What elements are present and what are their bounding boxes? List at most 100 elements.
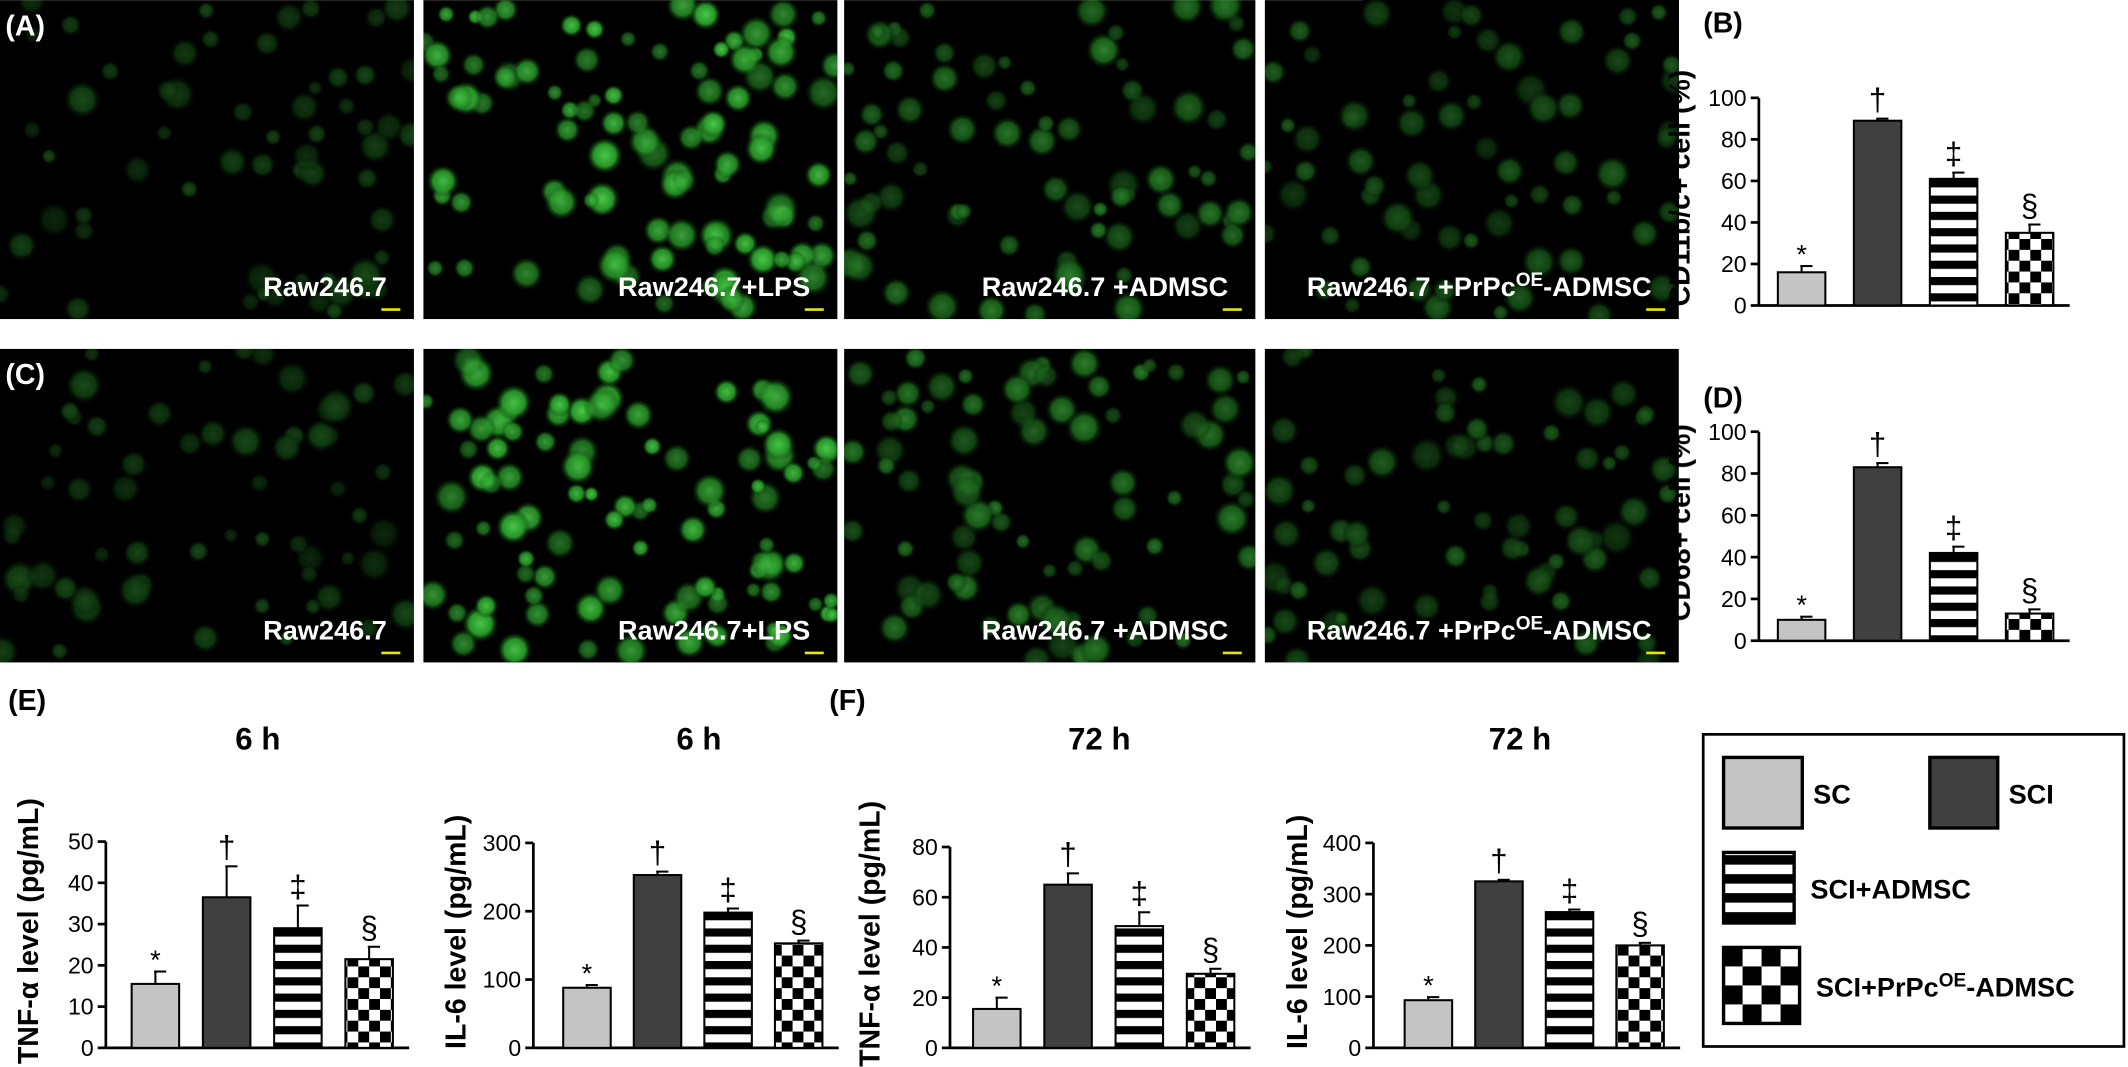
cell xyxy=(582,485,600,503)
cell xyxy=(917,0,937,21)
cell xyxy=(607,348,637,376)
cell xyxy=(1264,624,1279,646)
cell xyxy=(200,28,221,50)
cell xyxy=(231,348,257,362)
image-label-part: Raw246.7 +PrPc xyxy=(1307,614,1516,645)
cell xyxy=(64,475,94,504)
cell xyxy=(1268,414,1300,447)
bar xyxy=(1114,925,1165,1049)
cell xyxy=(703,622,731,650)
bar xyxy=(1928,551,1979,642)
cell xyxy=(433,478,471,516)
cell xyxy=(109,472,142,505)
cell xyxy=(82,348,101,363)
cell xyxy=(1281,645,1313,663)
significance-mark: § xyxy=(2021,188,2038,223)
image-label: Raw246.7 xyxy=(263,271,387,302)
cell xyxy=(1312,276,1338,303)
cell xyxy=(1264,157,1274,176)
cell xyxy=(712,149,743,180)
cell xyxy=(1572,444,1602,473)
cell xyxy=(119,449,148,479)
cell xyxy=(1292,158,1319,184)
image-label: Raw246.7 +PrPcOE-ADMSC xyxy=(1307,270,1652,303)
cell xyxy=(1549,589,1573,613)
bar xyxy=(273,927,323,1049)
cells xyxy=(0,348,414,663)
y-tick-label: 300 xyxy=(483,830,521,856)
cell xyxy=(10,584,32,605)
y-tick-label: 20 xyxy=(68,952,94,978)
significance-mark: * xyxy=(582,957,593,988)
bar xyxy=(201,896,252,1049)
bar xyxy=(1615,944,1665,1049)
cell xyxy=(1041,562,1058,579)
bar xyxy=(1928,177,1979,307)
micrograph xyxy=(0,0,414,320)
cell xyxy=(824,606,838,624)
image-label-part: -ADMSC xyxy=(1543,614,1652,645)
cell xyxy=(1563,523,1599,559)
cell xyxy=(1550,383,1588,421)
cell xyxy=(1065,558,1085,579)
cell xyxy=(688,59,711,82)
cell xyxy=(717,285,746,314)
cell xyxy=(354,116,376,138)
significance-mark: ‡ xyxy=(1131,876,1148,911)
cell xyxy=(1402,158,1437,193)
image-label: Raw246.7+LPS xyxy=(618,271,810,302)
bar xyxy=(1776,618,1827,642)
cell xyxy=(1649,2,1669,23)
cell xyxy=(531,563,559,591)
cell xyxy=(946,422,982,459)
y-tick-label: 100 xyxy=(483,967,521,993)
legend-box xyxy=(1701,733,2126,1048)
cell xyxy=(1168,0,1205,25)
cell xyxy=(1600,454,1618,472)
cell xyxy=(924,369,959,404)
cell xyxy=(1186,163,1203,180)
cell xyxy=(990,116,1025,151)
y-tick-label: 20 xyxy=(1721,586,1747,612)
y-tick-label: 200 xyxy=(1323,933,1361,959)
cell xyxy=(1431,277,1458,304)
cell xyxy=(1635,631,1659,655)
cell xyxy=(448,189,474,215)
cell xyxy=(366,204,398,235)
cell xyxy=(197,418,229,449)
cell xyxy=(858,101,886,128)
cell xyxy=(0,282,12,306)
chart-title: 72 h xyxy=(1068,721,1130,756)
cell xyxy=(339,549,357,567)
cell xyxy=(25,558,60,593)
cell xyxy=(50,641,69,661)
cell xyxy=(1065,408,1104,447)
cell xyxy=(559,13,584,38)
cell xyxy=(474,519,493,538)
cell xyxy=(328,479,348,499)
cell xyxy=(1103,405,1123,426)
cell xyxy=(336,96,357,116)
y-tick-label: 40 xyxy=(1721,210,1747,236)
cell xyxy=(1067,348,1102,381)
bar xyxy=(130,982,181,1049)
cells xyxy=(1264,0,1679,320)
significance-mark: ‡ xyxy=(289,869,306,904)
cell xyxy=(522,584,546,607)
cell xyxy=(443,529,466,552)
significance-mark: * xyxy=(1423,969,1434,1000)
cell xyxy=(751,549,787,585)
significance-mark: ‡ xyxy=(1561,873,1578,908)
panel-label: (D) xyxy=(1703,382,1743,414)
cell xyxy=(460,51,487,78)
panel-label: (B) xyxy=(1703,8,1743,40)
cell xyxy=(649,41,671,63)
cell xyxy=(1269,517,1303,551)
cell xyxy=(997,233,1022,258)
cell xyxy=(844,517,866,545)
legend-swatch xyxy=(1721,945,1802,1026)
cell xyxy=(989,510,1014,534)
y-tick-label: 80 xyxy=(912,834,938,860)
cell xyxy=(1445,23,1464,41)
cell xyxy=(996,54,1013,71)
